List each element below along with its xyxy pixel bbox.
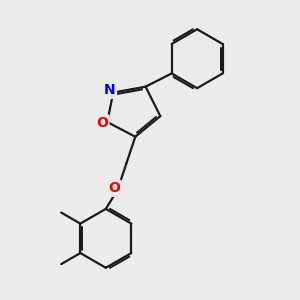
Text: O: O bbox=[96, 116, 108, 130]
Text: N: N bbox=[104, 83, 116, 97]
Text: O: O bbox=[108, 181, 120, 195]
